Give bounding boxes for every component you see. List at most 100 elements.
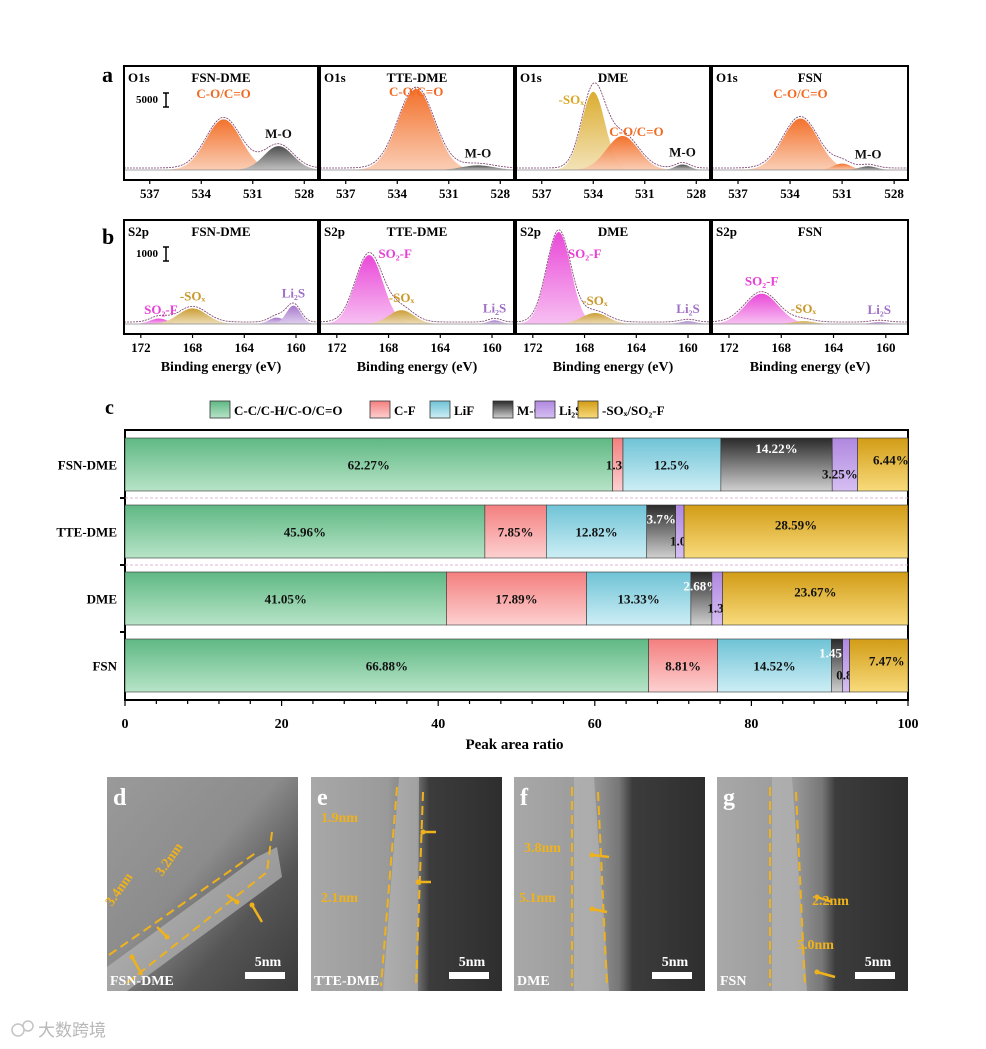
spectrum-frame xyxy=(515,219,711,335)
category-label: TTE-DME xyxy=(56,525,117,540)
scale-bar xyxy=(652,972,692,979)
x-tick-label: 164 xyxy=(235,340,255,355)
x-tick-label: 172 xyxy=(131,340,151,355)
arrow-icon xyxy=(591,853,610,859)
x-tick-label: 528 xyxy=(884,186,904,201)
core-level-label: S2p xyxy=(324,224,345,239)
xps-spectrum-fsn: C-O/C=O M-O O1s FSN 537 534 531 528 xyxy=(711,65,909,201)
peak-label: -SOₓ xyxy=(559,92,585,107)
peak-fill xyxy=(124,308,318,324)
tem-image-dme: f DME 5nm 3.8nm 5.1nm xyxy=(514,777,705,991)
core-level-label: S2p xyxy=(128,224,149,239)
x-tick-label: 172 xyxy=(523,340,543,355)
peak-label: M-O xyxy=(855,146,882,161)
data-label: 7.47% xyxy=(869,654,905,669)
peak-fill xyxy=(712,321,908,324)
thickness-label: 2.1nm xyxy=(321,891,358,906)
scale-bar-label: 5nm xyxy=(662,955,689,970)
x-tick-label: 537 xyxy=(532,186,552,201)
envelope-line xyxy=(515,229,710,323)
arrow-head-icon xyxy=(814,894,820,900)
x-tick-label: 164 xyxy=(824,340,844,355)
core-level-label: S2p xyxy=(520,224,541,239)
peak-label: M-O xyxy=(265,126,292,141)
xps-spectrum-dme: SO₂-F -SOₓ Li₂S S2p DME 172 168 164 160 Binding e… xyxy=(515,219,711,375)
core-level-label: O1s xyxy=(128,70,150,85)
sample-name: FSN-DME xyxy=(191,224,250,239)
x-tick-label: 534 xyxy=(584,186,604,201)
legend-label: -SOₓ/SO₂-F xyxy=(602,403,665,418)
legend-label: LiF xyxy=(454,403,474,418)
legend-label: Li₂S xyxy=(559,403,582,418)
xps-spectrum-fsn-dme: SO₂-F-SOₓ Li₂S S2p FSN-DME 1000 172 168 164 160 B… xyxy=(123,219,319,375)
peak-label: Li₂S xyxy=(282,286,305,301)
sample-name: FSN-DME xyxy=(191,70,250,85)
arrow-head-icon xyxy=(814,969,820,975)
legend-swatch xyxy=(577,400,599,419)
category-label: DME xyxy=(87,592,117,607)
peak-label: SO₂-F xyxy=(144,302,178,317)
peak-fill xyxy=(320,165,514,170)
peak-label: C-O/C=O xyxy=(773,86,827,101)
peak-label: SO₂-F xyxy=(378,246,412,261)
arrow-head-icon xyxy=(420,829,426,835)
data-label: 2.68% xyxy=(683,579,719,594)
x-tick-label: 537 xyxy=(336,186,356,201)
bar-segment xyxy=(124,638,649,693)
data-label: 28.59% xyxy=(775,518,817,533)
sei-layer xyxy=(383,777,419,991)
thickness-label: 5.0nm xyxy=(797,938,834,953)
x-tick-label: 40 xyxy=(431,717,445,732)
sei-layer xyxy=(574,777,609,991)
x-tick-label: 534 xyxy=(388,186,408,201)
x-tick-label: 531 xyxy=(439,186,459,201)
x-tick-label: 164 xyxy=(627,340,647,355)
scale-bar xyxy=(855,972,895,979)
panel-letter: f xyxy=(520,785,529,811)
boundary-dashed-line xyxy=(108,851,258,956)
x-tick-label: 528 xyxy=(491,186,511,201)
arrow-icon xyxy=(816,895,833,904)
peak-label: C-O/C=O xyxy=(389,84,443,99)
x-tick-label: 164 xyxy=(431,340,451,355)
peak-label: M-O xyxy=(465,145,492,160)
peak-label: -SOₓ xyxy=(582,293,608,308)
data-label: 62.27% xyxy=(348,458,390,473)
arrow-head-icon xyxy=(249,902,255,908)
data-label: 45.96% xyxy=(284,525,326,540)
core-level-label: O1s xyxy=(716,70,738,85)
data-label: 23.67% xyxy=(794,585,836,600)
envelope-line xyxy=(712,116,908,169)
watermark: 大数跨境 xyxy=(38,1021,106,1041)
intensity-scale-bar xyxy=(163,246,169,262)
boundary-dashed-line xyxy=(795,791,806,987)
bar-segment xyxy=(124,571,447,626)
peak-fill xyxy=(124,305,318,324)
data-label: 3.7% xyxy=(647,512,676,527)
arrow-head-icon xyxy=(589,906,595,912)
bar-segment xyxy=(683,504,909,559)
sample-label: DME xyxy=(517,974,550,989)
peak-label: C-O/C=O xyxy=(196,86,250,101)
thickness-label: 3.8nm xyxy=(524,841,561,856)
category-label: FSN xyxy=(92,659,117,674)
spectrum-frame xyxy=(515,65,711,181)
sample-label: TTE-DME xyxy=(314,974,379,989)
bar-segment xyxy=(857,437,909,492)
panel-letter: e xyxy=(317,785,328,811)
sample-label: FSN xyxy=(720,974,746,989)
legend-swatch xyxy=(209,400,231,419)
bar-segment xyxy=(622,437,722,492)
legend-label: C-C/C-H/C-O/C=O xyxy=(234,403,343,418)
bar-segment xyxy=(831,437,858,492)
peak-label: C-O/C=O xyxy=(609,124,663,139)
x-tick-label: 531 xyxy=(832,186,852,201)
arrow-icon xyxy=(250,904,264,923)
arrow-icon xyxy=(816,970,836,979)
scale-bar-label: 5nm xyxy=(459,955,486,970)
peak-label: -SOₓ xyxy=(180,288,206,303)
